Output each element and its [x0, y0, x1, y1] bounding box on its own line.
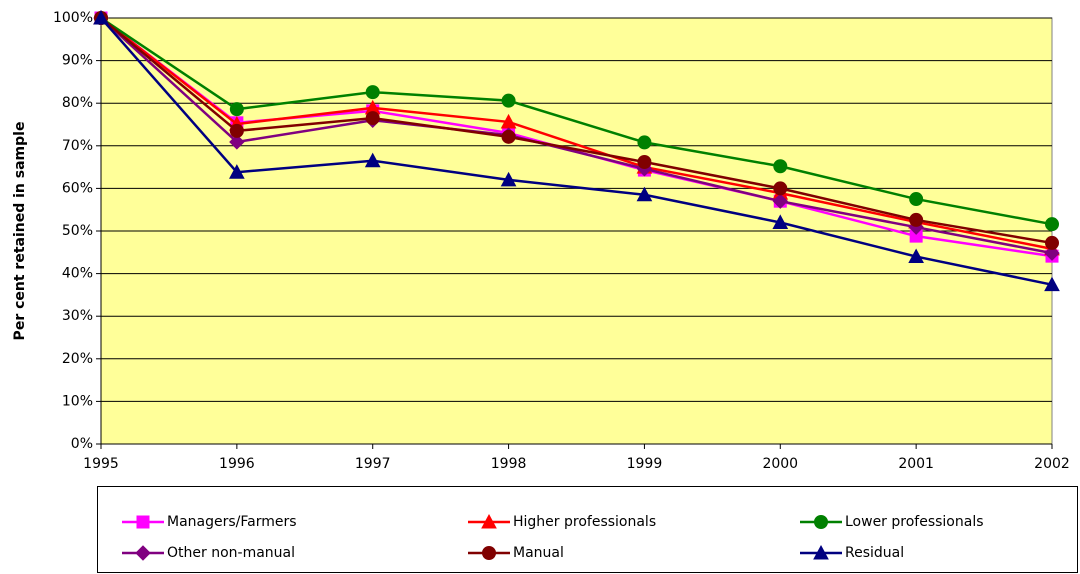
x-tick-label: 1999	[627, 456, 663, 472]
series-line	[100, 16, 1053, 226]
x-tick-label: 1995	[83, 456, 119, 472]
x-tick-label: 1998	[491, 456, 527, 472]
x-tick-label: 2000	[762, 456, 798, 472]
legend-marker	[136, 515, 150, 529]
marker	[772, 214, 789, 229]
series-line	[100, 17, 1053, 251]
marker	[365, 85, 380, 100]
y-tick-label: 50%	[62, 223, 93, 239]
marker	[908, 248, 924, 264]
legend-label: Manual	[513, 545, 564, 561]
legend-label: Managers/Farmers	[167, 514, 297, 530]
y-tick-label: 10%	[62, 393, 93, 409]
legend-label: Residual	[845, 545, 904, 561]
y-tick-label: 0%	[71, 436, 93, 452]
legend-marker	[135, 545, 151, 561]
marker	[1044, 276, 1060, 292]
marker	[1045, 217, 1059, 232]
x-tick-label: 1996	[219, 456, 255, 472]
marker	[501, 93, 516, 108]
marker	[773, 159, 788, 174]
x-tick-label: 1997	[355, 456, 391, 472]
marker	[501, 129, 516, 144]
marker	[772, 193, 788, 209]
series-line	[100, 17, 1053, 245]
y-tick-label: 90%	[62, 53, 93, 69]
legend	[97, 486, 1078, 573]
marker	[909, 212, 924, 227]
y-tick-label: 40%	[62, 266, 93, 282]
y-tick-label: 80%	[62, 95, 93, 111]
marker	[364, 152, 381, 168]
legend-marker	[481, 513, 497, 529]
marker	[229, 164, 245, 179]
marker	[500, 171, 517, 187]
marker	[1044, 245, 1060, 261]
marker	[365, 111, 380, 126]
y-axis-label: Per cent retained in sample	[12, 122, 28, 341]
y-tick-label: 60%	[62, 180, 93, 196]
marker	[636, 186, 653, 202]
legend-label: Higher professionals	[513, 514, 656, 530]
legend-label: Lower professionals	[845, 514, 984, 530]
marker	[637, 135, 652, 150]
y-tick-label: 70%	[62, 138, 93, 154]
marker	[93, 9, 109, 25]
legend-marker	[482, 546, 496, 560]
y-tick-label: 20%	[62, 351, 93, 367]
marker	[773, 181, 788, 196]
marker	[229, 123, 244, 138]
marker	[229, 134, 245, 150]
series-line	[100, 17, 1053, 255]
marker	[637, 154, 652, 169]
marker	[1045, 235, 1059, 250]
legend-label: Other non-manual	[167, 545, 295, 561]
x-tick-label: 2002	[1034, 456, 1070, 472]
x-tick-label: 2001	[898, 456, 934, 472]
legend-marker	[813, 544, 829, 560]
legend-marker	[814, 515, 828, 529]
y-tick-label: 30%	[62, 308, 93, 324]
series-line	[100, 17, 1053, 286]
y-tick-label: 100%	[53, 10, 93, 26]
marker	[229, 102, 244, 117]
marker	[909, 192, 924, 207]
